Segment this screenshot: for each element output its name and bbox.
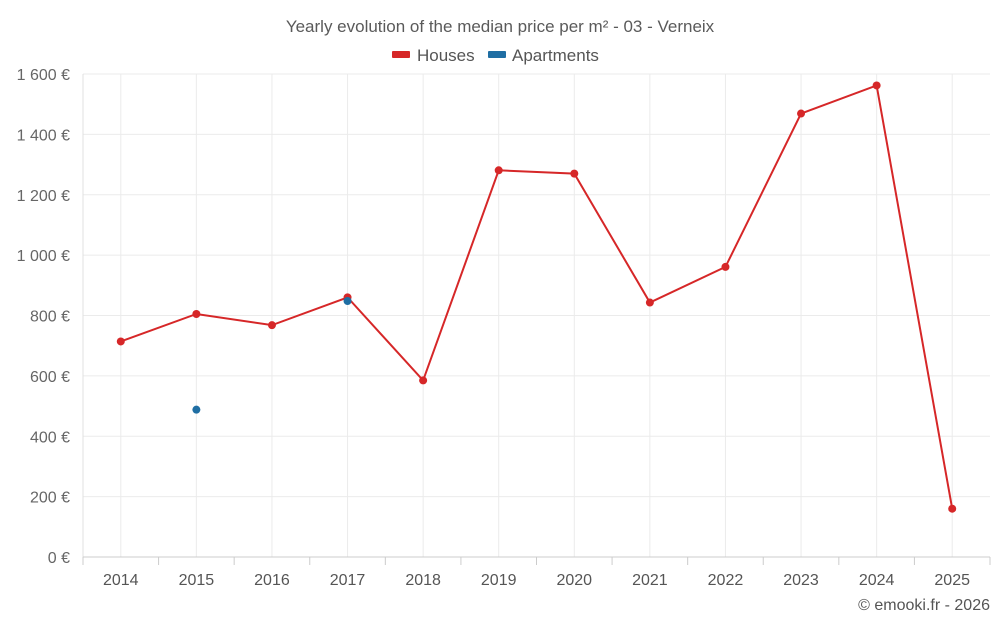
chart-title: Yearly evolution of the median price per… xyxy=(286,17,715,36)
legend-label: Apartments xyxy=(512,46,599,65)
y-tick-label: 1 000 € xyxy=(17,248,70,265)
x-tick-label: 2021 xyxy=(632,572,668,589)
y-tick-label: 1 200 € xyxy=(17,188,70,205)
data-point xyxy=(343,297,352,306)
y-tick-label: 1 600 € xyxy=(17,67,70,84)
x-tick-label: 2023 xyxy=(783,572,819,589)
x-tick-label: 2024 xyxy=(859,572,895,589)
y-tick-label: 1 400 € xyxy=(17,127,70,144)
series-line xyxy=(120,84,954,509)
footer-credit: © emooki.fr - 2026 xyxy=(858,597,990,614)
y-tick-label: 400 € xyxy=(30,429,70,446)
x-tick-label: 2017 xyxy=(330,572,366,589)
data-point xyxy=(192,309,201,318)
data-point xyxy=(570,169,579,178)
x-tick-label: 2019 xyxy=(481,572,517,589)
x-tick-label: 2015 xyxy=(179,572,215,589)
grid xyxy=(83,73,990,557)
legend-swatch xyxy=(392,51,410,58)
y-tick-label: 200 € xyxy=(30,490,70,507)
data-point xyxy=(872,81,881,90)
legend: Houses Apartments xyxy=(392,46,599,65)
data-point xyxy=(645,298,654,307)
series-apartments xyxy=(192,297,352,414)
legend-item-houses: Houses xyxy=(392,46,475,65)
data-point xyxy=(494,166,503,175)
x-tick-label: 2018 xyxy=(405,572,441,589)
legend-swatch xyxy=(488,51,506,58)
x-tick-label: 2014 xyxy=(103,572,139,589)
y-tick-label: 600 € xyxy=(30,369,70,386)
series-layer xyxy=(116,81,957,513)
data-point xyxy=(267,321,276,330)
data-point xyxy=(797,109,806,118)
data-point xyxy=(948,504,957,513)
data-point xyxy=(419,376,428,385)
x-tick-label: 2022 xyxy=(708,572,744,589)
y-tick-label: 800 € xyxy=(30,309,70,326)
data-point xyxy=(116,337,125,346)
x-tick-label: 2025 xyxy=(934,572,970,589)
y-tick-label: 0 € xyxy=(48,550,70,567)
x-tick-label: 2020 xyxy=(556,572,592,589)
data-point xyxy=(721,262,730,271)
series-houses xyxy=(116,81,957,513)
axes: 0 € 200 € 400 € 600 € 800 € 1 000 € 1 200 € 1 4… xyxy=(17,67,991,589)
legend-label: Houses xyxy=(417,46,475,65)
x-tick-label: 2016 xyxy=(254,572,290,589)
legend-item-apartments: Apartments xyxy=(488,46,599,65)
data-point xyxy=(192,405,201,414)
